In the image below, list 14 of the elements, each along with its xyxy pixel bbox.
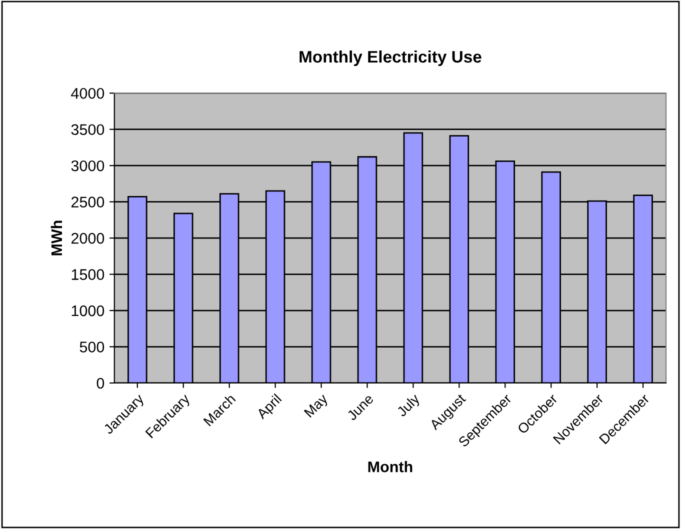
y-tick-label: 0	[96, 378, 104, 389]
y-tick-label: 3500	[71, 124, 104, 136]
y-tick-label: 1500	[72, 269, 104, 280]
chart-title: Monthly Electricity Use	[300, 50, 482, 66]
y-tick-label: 1000	[72, 305, 104, 316]
y-tick-label: 2500	[71, 196, 104, 208]
y-axis-title: MWh	[50, 220, 62, 256]
x-tick-label: May	[304, 393, 330, 420]
y-tick-label: 500	[80, 342, 104, 352]
x-tick-label: July	[396, 392, 422, 420]
y-tick-label: 2000	[71, 232, 104, 244]
x-axis-title: Month	[368, 461, 412, 472]
y-tick-label: 4000	[71, 88, 104, 99]
y-tick-label: 3000	[71, 160, 104, 172]
